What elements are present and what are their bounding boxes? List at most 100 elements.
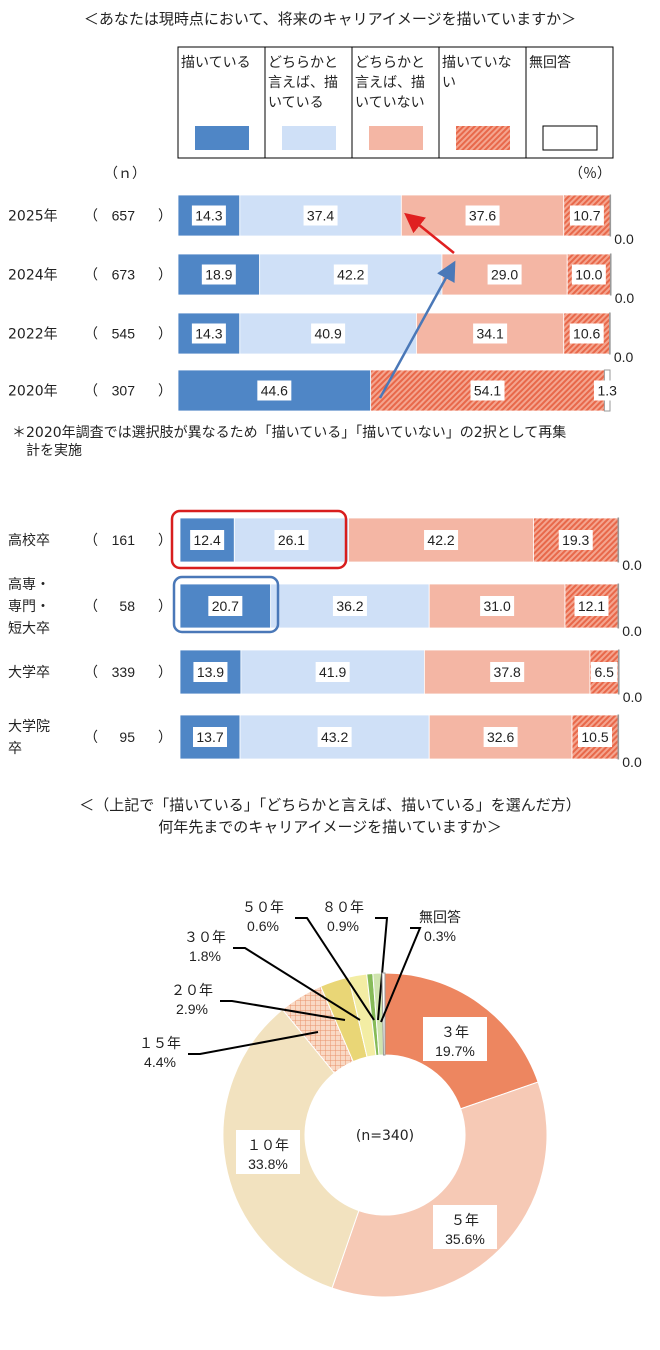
data-label: 13.9 (197, 664, 224, 680)
row-n: 161 (112, 532, 136, 548)
data-label: 13.7 (196, 729, 223, 745)
paren-close: ） (158, 384, 172, 400)
slice-name: １０年 (247, 1138, 289, 1154)
paren-close: ） (158, 327, 172, 343)
bar-segment (617, 649, 620, 695)
data-label: 41.9 (319, 664, 346, 680)
unit-label: （％） (569, 166, 611, 182)
row-n: 339 (112, 664, 136, 680)
data-label: 10.5 (581, 729, 608, 745)
data-label: 18.9 (205, 267, 232, 283)
slice-value: 19.7% (435, 1043, 475, 1059)
row-label: 2025年 (8, 209, 58, 225)
slice-value: 35.6% (445, 1231, 485, 1247)
data-label: 0.0 (622, 623, 642, 639)
paren-close: ） (158, 665, 172, 681)
slice-name: ８０年 (322, 900, 364, 916)
slice-name: ２０年 (171, 983, 213, 999)
data-label-bg (333, 264, 368, 285)
data-label-bg (257, 380, 292, 401)
data-label-bg (483, 727, 518, 747)
slice-name: ３年 (441, 1025, 469, 1041)
data-label: 10.7 (573, 208, 600, 224)
data-label-bg (571, 264, 606, 285)
data-label: 29.0 (491, 267, 518, 283)
row-label: 大学院 (8, 719, 50, 735)
slice-name: 無回答 (419, 909, 461, 926)
data-label: 14.3 (195, 326, 222, 342)
legend-label: い (442, 75, 456, 91)
data-label: 0.0 (614, 349, 634, 365)
bar-segment (617, 517, 620, 563)
data-label-bg (593, 380, 621, 401)
data-label-bg (574, 596, 609, 616)
legend-label: 描いていな (442, 55, 512, 71)
legend-label: 言えば、描 (268, 75, 338, 91)
data-label-bg (487, 264, 522, 285)
paren-close: ） (158, 533, 172, 549)
data-label: 14.3 (195, 208, 222, 224)
data-label: 0.0 (622, 557, 642, 573)
slice-name: １５年 (139, 1036, 181, 1052)
pie-title: ＜（上記で「描いている」「どちらかと言えば、描いている」を選んだ方） (79, 796, 581, 814)
data-label: 20.7 (212, 598, 239, 614)
years-ahead-donut-chart: ＜（上記で「描いている」「どちらかと言えば、描いている」を選んだ方） 何年先までの… (79, 796, 581, 1298)
paren-open: （ (84, 533, 98, 549)
row-label: 2020年 (8, 384, 58, 400)
data-label: 54.1 (474, 383, 501, 399)
trend-arrow-red (404, 212, 455, 254)
legend-box (177, 46, 614, 159)
paren-open: （ (84, 665, 98, 681)
paren-close: ） (158, 209, 172, 225)
data-label: 37.6 (469, 208, 496, 224)
data-label: 43.2 (321, 729, 348, 745)
row-label: 2022年 (8, 327, 58, 343)
paren-close: ） (158, 730, 172, 746)
leader-line (375, 917, 389, 1021)
bar-segment (609, 253, 612, 296)
data-label-bg (569, 323, 604, 344)
data-label: 10.6 (573, 326, 600, 342)
data-label: 40.9 (314, 326, 341, 342)
bar-segment (609, 194, 612, 237)
highlight-red (170, 509, 348, 570)
data-label-bg (311, 323, 346, 344)
highlight-blue (172, 575, 280, 634)
data-label: 0.0 (615, 290, 635, 306)
row-n: 545 (112, 326, 136, 342)
paren-open: （ (84, 599, 98, 615)
leader-line (188, 1031, 319, 1055)
n-header: （ｎ） (104, 166, 146, 182)
data-label: 19.3 (562, 532, 589, 548)
slice-value: 1.8% (189, 948, 221, 964)
data-label: 0.0 (614, 231, 634, 247)
row-label: 高専・ (8, 576, 50, 593)
footnote: 計を実施 (12, 443, 82, 459)
slice-value: 0.6% (247, 918, 279, 934)
data-label-bg (470, 380, 505, 401)
slice-value: 0.9% (327, 918, 359, 934)
legend-swatch (369, 126, 423, 150)
row-n: 307 (112, 383, 136, 399)
data-label-bg (191, 323, 226, 344)
row-label: 専門・ (8, 599, 50, 615)
row-label: 高校卒 (8, 532, 50, 549)
legend-label: 言えば、描 (355, 75, 425, 91)
data-label-bg (424, 530, 459, 550)
row-n: 657 (112, 208, 136, 224)
paren-open: （ (84, 384, 98, 400)
pie-title: 何年先までのキャリアイメージを描いていますか＞ (158, 818, 502, 836)
legend-label: 描いている (181, 55, 251, 71)
data-label-bg (303, 205, 338, 226)
paren-close: ） (158, 268, 172, 284)
data-label: 34.1 (476, 326, 503, 342)
data-label-bg (590, 662, 618, 682)
leader-line (380, 927, 422, 1023)
legend-swatch (542, 125, 598, 151)
slice-name: ３０年 (184, 930, 226, 946)
data-label-bg (317, 727, 352, 747)
data-label: 12.4 (194, 532, 221, 548)
legend-swatch (456, 126, 510, 150)
data-label: 26.1 (278, 532, 305, 548)
slice-value: 4.4% (144, 1054, 176, 1070)
